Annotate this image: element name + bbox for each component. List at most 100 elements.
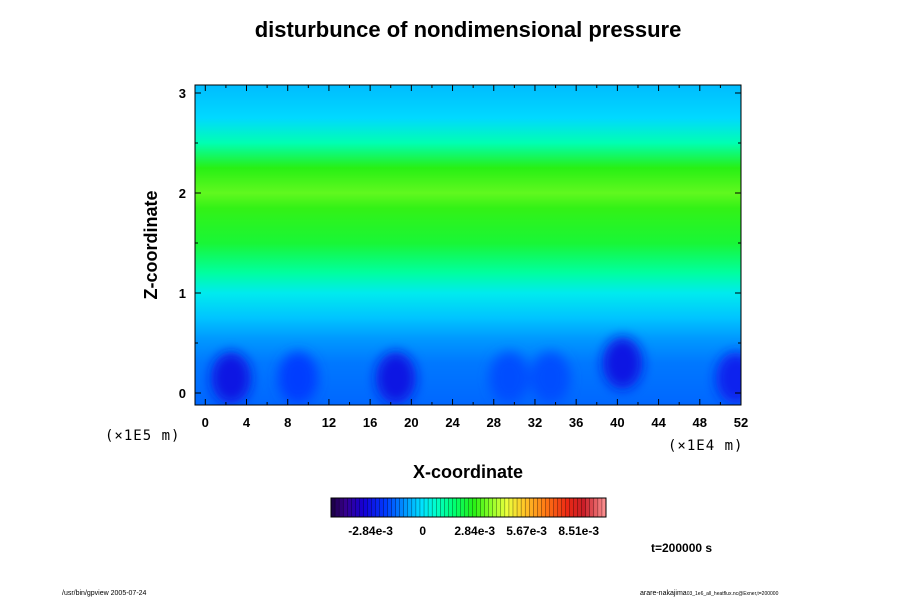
y-tick-label-2: 2 <box>179 186 186 201</box>
colorbar-segment <box>383 497 389 518</box>
x-tick-labels: 0 4 8 12 16 20 24 28 32 36 40 44 48 52 <box>202 415 749 430</box>
chart-title: disturbunce of nondimensional pressure <box>255 17 682 42</box>
colorbar-segment <box>367 497 372 518</box>
colorbar-segment <box>593 497 599 518</box>
colorbar-segment <box>520 497 526 518</box>
colorbar-segment <box>407 497 413 518</box>
colorbar-segment <box>448 497 453 518</box>
x-tick-label-9: 36 <box>569 415 583 430</box>
colorbar-segment <box>577 497 583 518</box>
colorbar-segment <box>403 497 409 518</box>
low-pressure-cells <box>211 337 741 404</box>
colorbar-segment <box>573 497 579 518</box>
colorbar-segment <box>351 497 356 518</box>
plot-area <box>195 85 741 405</box>
colorbar-segment <box>496 497 502 518</box>
colorbar-segment <box>468 497 473 518</box>
x-tick-label-11: 44 <box>651 415 666 430</box>
colorbar-segment <box>359 497 364 518</box>
colorbar-segment <box>589 497 595 518</box>
colorbar-segment <box>387 497 393 518</box>
y-tick-label-3: 3 <box>179 86 186 101</box>
x-tick-label-7: 28 <box>487 415 501 430</box>
colorbar-segment <box>391 497 397 518</box>
colorbar-segment <box>516 497 522 518</box>
colorbar-segment <box>456 497 461 518</box>
x-tick-label-4: 16 <box>363 415 377 430</box>
x-tick-label-10: 40 <box>610 415 624 430</box>
x-scale-note: (×1E4 m) <box>668 438 743 454</box>
y-scale-note: (×1E5 m) <box>105 428 180 444</box>
colorbar-segment <box>342 497 348 518</box>
time-label: t=200000 s <box>651 541 712 555</box>
colorbar-segment <box>488 497 494 518</box>
y-tick-labels: 0 1 2 3 <box>179 86 186 401</box>
colorbar-segment <box>427 497 433 518</box>
colorbar <box>330 497 607 518</box>
colorbar-segment <box>363 497 368 518</box>
x-tick-label-13: 52 <box>734 415 748 430</box>
colorbar-segment <box>585 497 591 518</box>
colorbar-segment <box>411 497 417 518</box>
colorbar-label-2: 2.84e-3 <box>454 524 495 538</box>
pressure-cell-4 <box>530 352 571 404</box>
colorbar-segment <box>476 497 482 518</box>
colorbar-segment <box>553 497 558 518</box>
x-tick-label-2: 8 <box>284 415 291 430</box>
colorbar-segment <box>504 497 510 518</box>
y-axis-label: Z-coordinate <box>141 190 161 299</box>
colorbar-segment <box>565 497 571 518</box>
colorbar-segment <box>484 497 490 518</box>
colorbar-segment <box>375 497 380 518</box>
colorbar-segment <box>347 497 352 518</box>
colorbar-label-0: -2.84e-3 <box>348 524 393 538</box>
x-tick-label-1: 4 <box>243 415 251 430</box>
x-tick-label-6: 24 <box>445 415 460 430</box>
colorbar-segment <box>399 497 405 518</box>
colorbar-segment <box>460 497 465 518</box>
colorbar-segment <box>480 497 486 518</box>
colorbar-segment <box>330 497 336 518</box>
y-tick-label-1: 1 <box>179 286 186 301</box>
colorbar-segment <box>569 497 575 518</box>
pressure-field <box>195 85 741 405</box>
colorbar-segment <box>537 497 542 518</box>
colorbar-segment <box>533 497 538 518</box>
pressure-cell-2 <box>375 352 416 404</box>
footer-right: arare-nakajima03_1e6_all_heatflux.nc@Exn… <box>640 590 779 597</box>
colorbar-segment <box>440 497 445 518</box>
footer-right-small: 03_1e6_all_heatflux.nc@Exner,t=200000 <box>687 591 779 597</box>
x-tick-label-12: 48 <box>693 415 707 430</box>
axis-ticks <box>195 85 742 405</box>
colorbar-segment <box>423 497 429 518</box>
colorbar-segment <box>529 497 534 518</box>
colorbar-segment <box>561 497 567 518</box>
colorbar-segment <box>508 497 514 518</box>
colorbar-segment <box>472 497 478 518</box>
colorbar-label-3: 5.67e-3 <box>506 524 547 538</box>
colorbar-segment <box>545 497 550 518</box>
pressure-cell-0 <box>211 352 252 404</box>
x-tick-label-0: 0 <box>202 415 209 430</box>
colorbar-segment <box>419 497 425 518</box>
pressure-cell-1 <box>278 352 319 404</box>
colorbar-segment <box>431 497 437 518</box>
colorbar-label-1: 0 <box>419 524 426 538</box>
colorbar-segment <box>444 497 449 518</box>
pressure-cell-6 <box>715 352 741 404</box>
colorbar-segment <box>557 497 562 518</box>
footer-right-main: arare-nakajima <box>640 590 687 597</box>
colorbar-segment <box>581 497 587 518</box>
colorbar-segment <box>464 497 469 518</box>
colorbar-segment <box>379 497 385 518</box>
colorbar-segment <box>492 497 498 518</box>
colorbar-segment <box>512 497 518 518</box>
plot-frame <box>194 84 742 406</box>
pressure-cell-3 <box>489 352 530 404</box>
colorbar-segment <box>334 497 340 518</box>
colorbar-segment <box>415 497 421 518</box>
footer-left: /usr/bin/gpview 2005-07-24 <box>62 590 147 597</box>
x-tick-label-8: 32 <box>528 415 542 430</box>
colorbar-segment <box>452 497 457 518</box>
